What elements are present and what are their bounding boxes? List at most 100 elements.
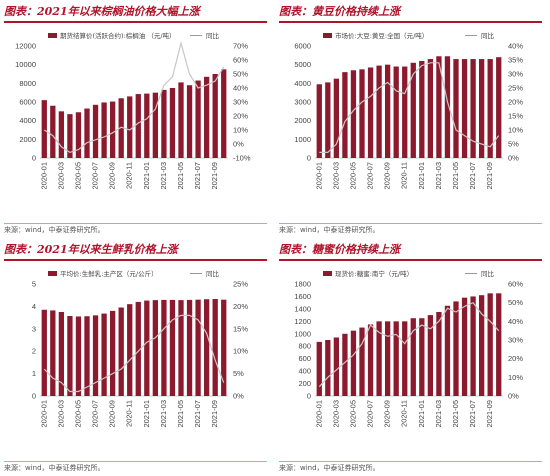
legend: 市场价:大豆:黄豆:全国（元/吨） 同比 [323,31,495,40]
y-left-tick-label: 5 [32,280,36,289]
bar [178,82,184,158]
x-tick-label: 2021-09 [485,400,494,428]
y-right-tick-label: 10% [508,126,523,135]
y-right-tick-label: 5% [508,140,519,149]
bar [50,310,56,396]
x-tick-label: 2021-09 [485,162,494,190]
bar [419,60,425,158]
y-right-tick-label: 20% [233,112,248,121]
bar [402,321,408,396]
bar [144,93,150,158]
legend-label-bar: 期货结算价(活跃合约):棕榈油 （元/吨） [60,31,176,40]
y-right-tick-label: 70% [233,42,248,51]
y-right-tick-label: 60% [508,280,523,289]
y-left-tick-label: 0 [307,392,311,401]
bar [161,299,167,396]
y-right-tick-label: 10% [233,347,248,356]
bar [367,324,374,396]
x-tick-label: 2021-01 [417,400,426,428]
x-tick-label: 2020-11 [125,400,134,427]
bar [118,98,124,158]
bar [316,84,322,158]
y-right-tick-label: 10% [233,126,248,135]
x-tick-label: 2021-03 [159,162,168,190]
y-right-tick-label: 25% [233,280,248,289]
x-tick-label: 2020-01 [39,400,48,428]
y-right-tick-label: -10% [233,154,251,163]
x-tick-label: 2021-03 [159,400,168,428]
bar [109,310,116,396]
panel-raw-milk: 图表：2021年以来生鲜乳价格上涨 平均价:生鲜乳:主产区（元/公斤） 同比 0 1 2… [0,238,275,476]
bar [453,59,459,158]
y-left-tick-label: 0 [307,154,311,163]
bar [350,70,357,158]
x-tick-label: 2021-03 [434,400,443,428]
y-right-tick-label: 50% [508,298,523,307]
y-left-tick-label: 1000 [294,135,311,144]
y-left-tick-label: 4 [32,302,36,311]
bar [101,102,107,158]
bar [427,59,434,158]
x-tick-label: 2020-09 [383,162,392,190]
bar [152,92,159,158]
y-left-tick-label: 1800 [294,280,311,289]
chart-title: 图表：2021年以来棕榈油价格大幅上涨 [4,5,200,18]
y-right-tick-label: 30% [233,98,248,107]
x-tick-label: 2020-07 [91,162,100,190]
chart-title: 图表：2021年以来生鲜乳价格上涨 [4,243,178,256]
yoy-line [43,314,225,393]
y-right-tick-label: 30% [508,336,523,345]
legend-label-bar: 平均价:生鲜乳:主产区（元/公斤） [60,269,158,278]
y-right-tick-label: 20% [233,302,248,311]
chart-soybean: 市场价:大豆:黄豆:全国（元/吨） 同比 0 1000 2000 3000 4000 5000… [294,31,523,190]
source-divider [279,223,542,224]
y-left-tick-label: 2000 [19,135,36,144]
bar [41,100,47,158]
bar [316,341,322,396]
y-right-tick-label: 0% [508,392,519,401]
source-divider [279,461,542,462]
bar [50,105,56,158]
x-tick-label: 2020-07 [366,162,375,190]
x-tick-label: 2021-05 [451,162,460,190]
x-tick-label: 2021-01 [142,400,151,428]
x-tick-label: 2020-05 [348,162,357,190]
legend-label-line: 同比 [481,31,495,40]
bar [393,66,399,158]
bar [359,327,365,396]
bar [376,65,382,158]
bar [402,66,408,158]
bar [384,64,391,158]
y-left-tick-label: 200 [298,379,311,388]
bar [169,88,176,158]
bar [118,307,124,396]
source-note: 来源：wind，中泰证券研究所。 [279,464,380,472]
yoy-line [43,40,225,154]
bar [203,299,210,396]
bar [359,69,365,158]
y-right-tick-label: 35% [508,56,523,65]
chart-palm-oil: 期货结算价(活跃合约):棕榈油 （元/吨） 同比 0 2000 4000 6000 8000… [15,31,251,190]
x-tick-label: 2020-09 [383,400,392,428]
x-tick-label: 2020-03 [331,162,340,190]
bar [342,72,348,158]
bar [212,74,218,158]
x-tick-label: 2021-07 [193,400,202,428]
y-right-tick-label: 15% [508,112,523,121]
x-tick-label: 2020-01 [314,400,323,428]
bar [410,318,416,396]
bar [135,94,141,158]
bar [342,333,348,396]
y-right-tick-label: 20% [508,354,523,363]
source-note: 来源：wind，中泰证券研究所。 [4,464,105,472]
bar [487,59,493,158]
x-tick-label: 2021-09 [210,400,219,428]
y-right-tick-label: 10% [508,373,523,382]
y-left-tick-label: 4000 [19,116,36,125]
bar [127,304,133,396]
legend: 期货结算价(活跃合约):棕榈油 （元/吨） 同比 [48,31,220,40]
bar [350,330,357,396]
y-left-tick-label: 4000 [294,79,311,88]
source-note: 来源：wind，中泰证券研究所。 [279,226,380,234]
bar [58,312,65,396]
